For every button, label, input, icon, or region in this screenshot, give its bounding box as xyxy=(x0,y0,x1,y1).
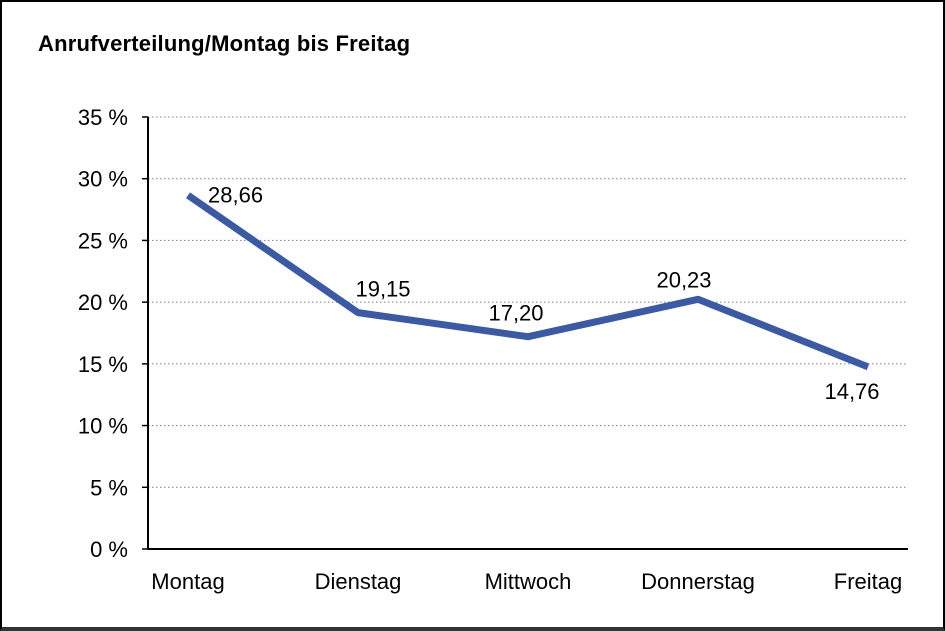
y-tick-label: 30 % xyxy=(78,167,128,192)
y-tick-label: 20 % xyxy=(78,290,128,315)
x-tick-label: Dienstag xyxy=(315,569,402,594)
series-line xyxy=(186,192,870,371)
data-label: 17,20 xyxy=(488,301,543,326)
x-tick-label: Montag xyxy=(151,569,224,594)
data-label: 20,23 xyxy=(656,267,711,292)
chart-title: Anrufverteilung/Montag bis Freitag xyxy=(38,31,411,56)
y-tick-label: 25 % xyxy=(78,228,128,253)
y-tick-label: 15 % xyxy=(78,352,128,377)
data-label: 14,76 xyxy=(824,379,879,404)
data-label: 19,15 xyxy=(355,277,410,302)
y-tick-label: 5 % xyxy=(90,475,128,500)
data-label: 28,66 xyxy=(208,182,263,207)
x-tick-label: Mittwoch xyxy=(485,569,572,594)
y-tick-label: 10 % xyxy=(78,414,128,439)
y-tick-label: 35 % xyxy=(78,105,128,130)
x-tick-label: Donnerstag xyxy=(641,569,755,594)
y-tick-label: 0 % xyxy=(90,537,128,562)
x-tick-label: Freitag xyxy=(834,569,902,594)
